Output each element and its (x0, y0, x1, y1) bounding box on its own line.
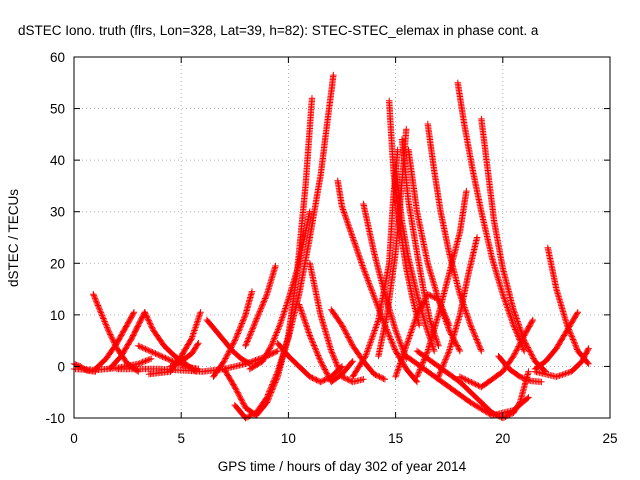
data-arc (231, 71, 337, 422)
y-tick-label: 50 (50, 102, 65, 117)
data-arc (531, 345, 592, 380)
x-tick-label: 0 (70, 431, 78, 446)
y-tick-label: 60 (50, 50, 65, 65)
data-points (454, 79, 528, 355)
data-points (107, 309, 148, 372)
x-tick-label: 15 (388, 431, 403, 446)
data-arc (295, 301, 356, 386)
data-arc (107, 309, 148, 372)
data-arc (210, 288, 256, 380)
data-arc (246, 208, 313, 373)
x-axis-label: GPS time / hours of day 302 of year 2014 (218, 459, 467, 474)
y-tick-label: 0 (57, 359, 65, 374)
y-tick-label: -10 (45, 411, 65, 426)
data-arc (478, 115, 549, 375)
data-arc (495, 352, 545, 386)
plot-frame (73, 56, 611, 419)
data-points (495, 352, 545, 386)
data-points (478, 115, 549, 375)
x-tick-label: 5 (177, 431, 185, 446)
x-tick-label: 25 (602, 431, 617, 446)
data-points (392, 291, 453, 380)
data-arc (92, 309, 138, 373)
data-arc (306, 260, 367, 386)
y-tick-label: 40 (50, 153, 65, 168)
y-tick-label: 30 (50, 205, 65, 220)
data-points (306, 260, 367, 386)
data-arc (454, 79, 528, 355)
data-points (246, 208, 313, 373)
data-series (70, 71, 592, 422)
data-points (231, 71, 337, 422)
data-arc (456, 316, 536, 391)
data-arc (242, 262, 279, 349)
y-tick-label: 20 (50, 256, 65, 271)
axis-ticks: 0 5 10 15 20 25 -10 0 10 20 30 40 50 60 (45, 50, 617, 446)
data-arc (167, 340, 202, 370)
data-points (403, 352, 532, 419)
data-points (210, 288, 256, 380)
y-axis-label: dSTEC / TECUs (6, 189, 21, 287)
chart-title: dSTEC Iono. truth (flrs, Lon=328, Lat=39… (18, 23, 539, 38)
y-tick-label: 10 (50, 308, 65, 323)
data-arc (392, 291, 453, 380)
data-points (92, 309, 138, 373)
x-tick-label: 20 (495, 431, 510, 446)
x-tick-label: 10 (281, 431, 296, 446)
data-points (242, 262, 279, 349)
data-points (167, 340, 202, 370)
data-points (531, 345, 592, 380)
data-arc (403, 352, 532, 419)
data-points (295, 301, 356, 386)
data-points (456, 316, 536, 391)
